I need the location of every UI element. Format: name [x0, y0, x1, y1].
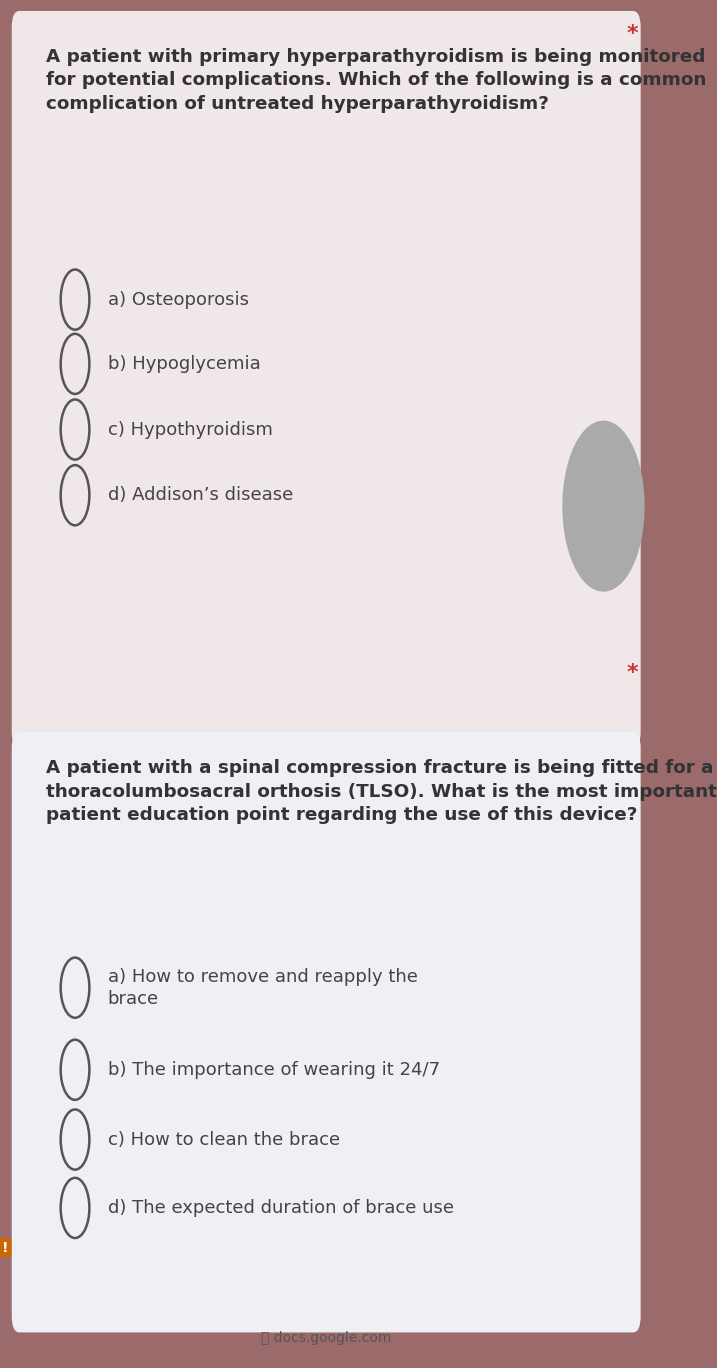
Text: A patient with primary hyperparathyroidism is being monitored for potential comp: A patient with primary hyperparathyroidi…	[46, 48, 706, 112]
FancyBboxPatch shape	[11, 732, 641, 1332]
Circle shape	[563, 421, 644, 591]
Text: A patient with a spinal compression fracture is being fitted for a thoracolumbos: A patient with a spinal compression frac…	[46, 759, 716, 824]
Text: c) Hypothyroidism: c) Hypothyroidism	[108, 420, 272, 439]
Text: a) How to remove and reapply the
brace: a) How to remove and reapply the brace	[108, 967, 417, 1008]
FancyBboxPatch shape	[11, 11, 641, 748]
Text: d) The expected duration of brace use: d) The expected duration of brace use	[108, 1198, 454, 1218]
Text: a) Osteoporosis: a) Osteoporosis	[108, 290, 249, 309]
Text: b) The importance of wearing it 24/7: b) The importance of wearing it 24/7	[108, 1060, 440, 1079]
Text: 🔒 docs.google.com: 🔒 docs.google.com	[261, 1331, 391, 1345]
Text: *: *	[627, 663, 639, 683]
Text: *: *	[627, 25, 639, 44]
Text: !: !	[2, 1241, 9, 1254]
Text: b) Hypoglycemia: b) Hypoglycemia	[108, 354, 260, 373]
Text: d) Addison’s disease: d) Addison’s disease	[108, 486, 293, 505]
Text: c) How to clean the brace: c) How to clean the brace	[108, 1130, 340, 1149]
